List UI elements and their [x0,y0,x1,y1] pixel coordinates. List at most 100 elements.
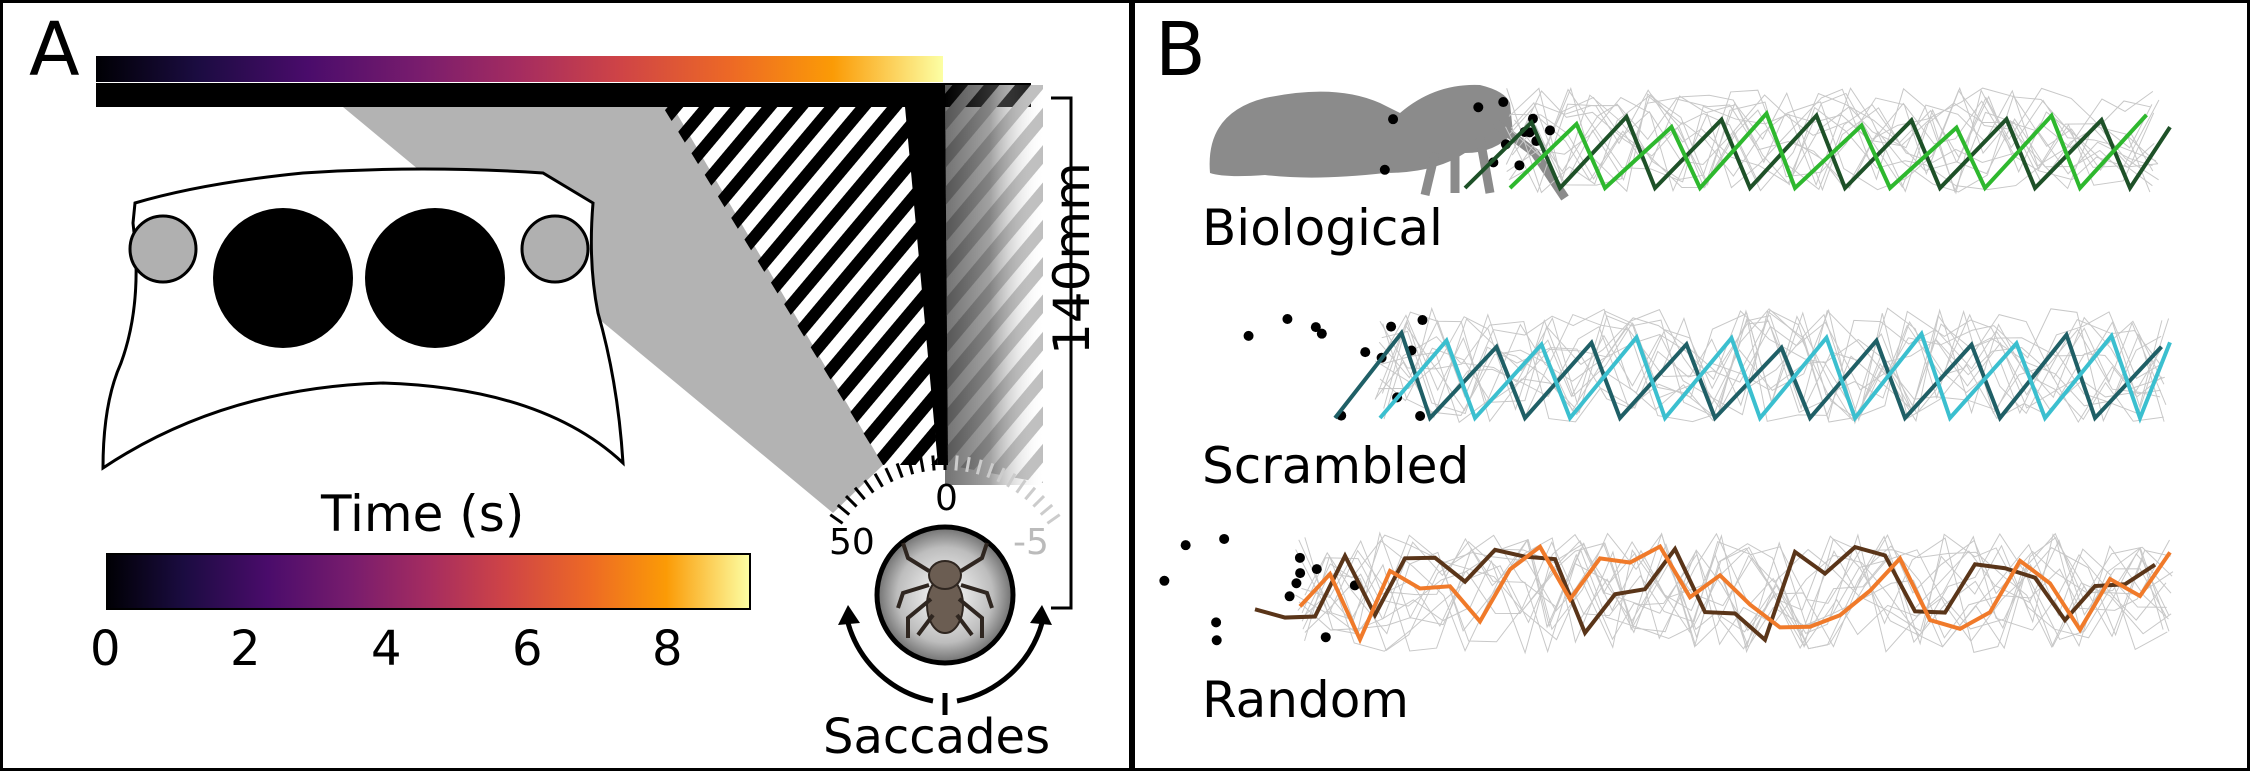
highlighted-trajectory [1254,544,2157,644]
background-trajectory [1379,317,2163,424]
joint-dot [1294,552,1305,563]
joint-dot [1417,315,1428,326]
background-trajectory [1506,87,2157,195]
highlighted-trajectory [1508,109,2148,192]
colorbar-tick-2: 2 [230,621,261,677]
eye-principal-left [213,208,353,348]
scale-label: 140mm [1043,162,1101,355]
background-trajectory [1382,309,2164,422]
dial-tick [895,462,904,479]
background-trajectory [1295,533,2174,655]
panel-a-letter: A [29,7,80,93]
joint-dot [1415,410,1426,421]
stripe-region-dark [663,107,938,465]
joint-dot [1291,578,1302,589]
dial-tick [965,456,971,473]
dial-tick [931,455,936,471]
background-trajectory [1301,534,2171,650]
spider-head-outline [101,167,625,471]
joint-dot [1219,533,1230,544]
panel-a-figure [96,56,1073,715]
dial-tick [1039,503,1054,516]
joint-dot [1310,322,1321,333]
highlighted-trajectory [1298,543,2172,645]
colorbar-tick-0: 0 [90,621,121,677]
eye-lateral-left [128,214,198,284]
background-trajectory [1508,87,2153,191]
trajectory-row [1243,306,2172,425]
dial-tick [1006,473,1017,488]
joint-dot [1159,575,1170,586]
dial-ticks [829,455,1061,525]
background-trajectory [1377,308,2165,422]
eye-lateral-right [520,214,590,284]
spider-icon [896,542,994,638]
dial-label-50: 50 [829,522,875,563]
black-band [903,85,948,465]
dial-tick [836,503,851,516]
fade-region [945,85,1045,485]
dial-tick [853,486,866,501]
condition-label-biological: Biological [1202,199,1443,257]
joint-dot [1316,328,1327,339]
eye-principal-right [365,208,505,348]
scale-bracket [1051,96,1073,610]
joint-dot [1320,632,1331,643]
saccade-arrowhead-left [838,605,860,625]
joint-dot [1360,347,1371,358]
background-trajectory [1374,310,2163,419]
joint-dot [1284,591,1295,602]
dial-tick [996,467,1006,483]
dial-tick [884,467,894,483]
background-trajectory [1297,534,2170,652]
panel-b-letter: B [1155,7,1206,93]
panel-b: B Biological Scrambled Random [1132,0,2250,771]
colorbar-tick-4: 4 [371,621,402,677]
background-trajectory [1298,532,2173,653]
dial-tick [1032,494,1046,508]
joint-dot [1388,114,1399,125]
dial-label-0: 0 [935,478,958,519]
saccades-label: Saccades [823,709,1051,765]
joint-dot [1524,127,1535,138]
trajectory-row [1379,86,2172,195]
dial-tick [1046,513,1061,525]
time-bar [96,56,943,82]
saccade-arrow-right [956,622,1045,704]
dial-tick [844,494,858,508]
joint-dot [1180,540,1191,551]
dial-tick [907,459,915,475]
joint-dot [1211,635,1222,646]
condition-label-scrambled: Scrambled [1202,437,1470,495]
colorbar-tick-8: 8 [652,621,683,677]
background-trajectory [1381,308,2163,425]
screen-top-edge [96,83,1031,107]
background-trajectory [1510,89,2151,193]
colorbar [106,553,751,610]
background-trajectory [1514,87,2160,193]
joint-dot [1295,568,1306,579]
background-trajectory [1509,92,2155,194]
saccade-arrow-left [845,622,934,704]
dial-tick [954,455,959,471]
background-trajectory [1511,94,2159,193]
dial-tick [863,479,875,494]
joint-dot [1211,617,1222,628]
joint-dot [1498,97,1509,108]
panel-b-figure [1159,84,2174,655]
joint-dot [1282,313,1293,324]
dial-tick [873,473,884,488]
dial-tick [829,513,844,525]
dial-tick [986,462,995,479]
joint-dot [1311,564,1322,575]
colorbar-title: Time (s) [321,485,525,543]
joint-dot [1544,125,1555,136]
joint-dot [1243,330,1254,341]
trajectory-row [1159,531,2174,655]
colorbar-tick-6: 6 [512,621,543,677]
dial-tick [1024,486,1037,501]
dial-tick [919,456,925,473]
dial-label-neg5: -5 [1013,522,1049,563]
condition-label-random: Random [1202,671,1410,729]
joint-dot [1379,164,1390,175]
